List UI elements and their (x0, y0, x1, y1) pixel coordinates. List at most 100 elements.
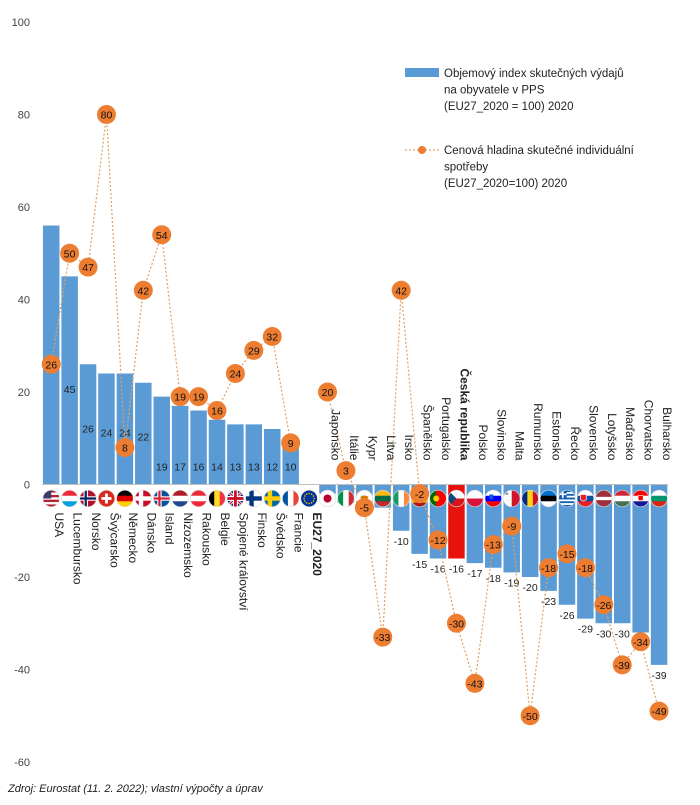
flag-outline (97, 489, 116, 508)
flag-outline (484, 489, 502, 508)
flag-at-icon (190, 490, 207, 507)
flag-lu-icon (61, 490, 78, 507)
y-tick-label: 60 (18, 202, 30, 214)
bar (61, 276, 78, 485)
legend-bar-label: na obyvatele v PPS (444, 85, 545, 97)
bar-value-label: -17 (467, 568, 482, 580)
legend-dot-swatch (418, 146, 426, 154)
price-level-dot-label: 16 (211, 406, 223, 418)
bar-value-label: -19 (504, 577, 519, 589)
category-label: EU27_2020 (310, 513, 324, 577)
category-label: Nizozemsko (181, 513, 195, 579)
flag-outline (282, 489, 300, 508)
price-level-dot-label: 32 (266, 332, 278, 344)
flag-outline (576, 489, 594, 508)
category-label: Chorvatsko (642, 400, 656, 461)
bar (98, 373, 115, 485)
flag-si-icon (484, 490, 502, 507)
bar-value-label: 13 (248, 462, 260, 474)
flag-outline (42, 489, 60, 508)
price-level-dot-label: -18 (578, 563, 593, 575)
price-level-dot-label: -50 (523, 711, 538, 723)
flag-hr-icon (632, 490, 649, 507)
bar (319, 484, 336, 494)
flag-outline (337, 489, 355, 508)
bar-value-label: 26 (82, 423, 94, 435)
flag-be-icon (208, 490, 226, 507)
category-label: Lotyšsko (605, 413, 619, 461)
category-label: Slovensko (586, 405, 600, 461)
bar (245, 424, 263, 485)
flag-outline (374, 489, 392, 508)
bar (595, 484, 613, 624)
category-label: USA (52, 513, 66, 538)
price-level-dot (262, 327, 282, 346)
price-level-dot-label: 42 (137, 285, 149, 297)
bar (632, 484, 649, 633)
bar-value-label: -10 (394, 536, 409, 548)
flag-outline (318, 489, 337, 508)
flag-outline (539, 489, 558, 508)
price-level-dot-label: -34 (633, 637, 648, 649)
bar (650, 484, 668, 665)
flag-nl-icon (171, 490, 189, 507)
bar-value-label: 17 (174, 462, 186, 474)
flag-ie-icon (392, 490, 410, 507)
category-label: Španělsko (421, 404, 436, 460)
flag-fr-icon (282, 490, 299, 507)
category-label: Švédsko (273, 513, 288, 559)
legend-bar-label: Objemový index skutečných výdajů (444, 68, 624, 80)
bar-value-label: -15 (412, 559, 427, 571)
price-level-dot (189, 387, 209, 407)
category-label: Lucembursko (71, 513, 85, 585)
flag-bg-icon (650, 490, 668, 507)
bar-value-label: 12 (266, 462, 278, 474)
category-label: Finsko (255, 513, 269, 549)
price-level-dot (391, 280, 411, 300)
price-level-dot-label: 47 (82, 262, 94, 274)
category-label: Malta (513, 431, 527, 461)
category-label: Česká republika (457, 368, 472, 460)
flag-is-icon (153, 490, 171, 507)
flag-outline (632, 489, 650, 508)
flag-fi-icon (245, 490, 263, 507)
flag-outline (153, 489, 171, 508)
price-level-dot-label: 9 (288, 438, 294, 450)
flag-outline (79, 489, 97, 508)
bar-value-label: -18 (486, 573, 501, 585)
bar-value-label: 22 (137, 432, 149, 444)
flag-outline (429, 489, 447, 508)
category-label: Bulharsko (660, 407, 674, 461)
price-level-dot-label: 80 (101, 110, 113, 122)
bar-value-label: 24 (101, 428, 113, 440)
flag-outline (208, 489, 226, 508)
category-label: Japonsko (329, 409, 343, 461)
flag-outline (171, 489, 189, 508)
price-level-dot (539, 558, 559, 578)
legend-line-label: (EU27_2020=100) 2020 (444, 178, 567, 190)
flag-lv-icon (595, 490, 613, 507)
bar-value-label: 16 (193, 462, 205, 474)
price-level-dot (594, 595, 614, 615)
price-level-dot (78, 257, 98, 277)
price-level-dot-label: -43 (467, 678, 482, 690)
price-level-dot (133, 280, 153, 300)
category-label: Norsko (89, 513, 103, 551)
flag-ee-icon (540, 490, 557, 507)
category-label: Francie (292, 513, 306, 553)
y-tick-label: 100 (12, 17, 30, 29)
bar (227, 424, 244, 485)
flag-outline (447, 489, 466, 508)
price-level-dot-label: 19 (193, 392, 205, 404)
flag-gb-icon (227, 490, 244, 507)
flag-outline (613, 489, 631, 508)
price-level-dot (225, 364, 245, 383)
category-label: Belgie (218, 513, 232, 547)
flag-us-icon (42, 490, 60, 507)
flag-outline (300, 489, 318, 508)
bar (613, 484, 631, 624)
price-level-dot (557, 544, 577, 564)
price-level-dot-label: -2 (415, 489, 424, 501)
price-level-dot (612, 655, 632, 675)
